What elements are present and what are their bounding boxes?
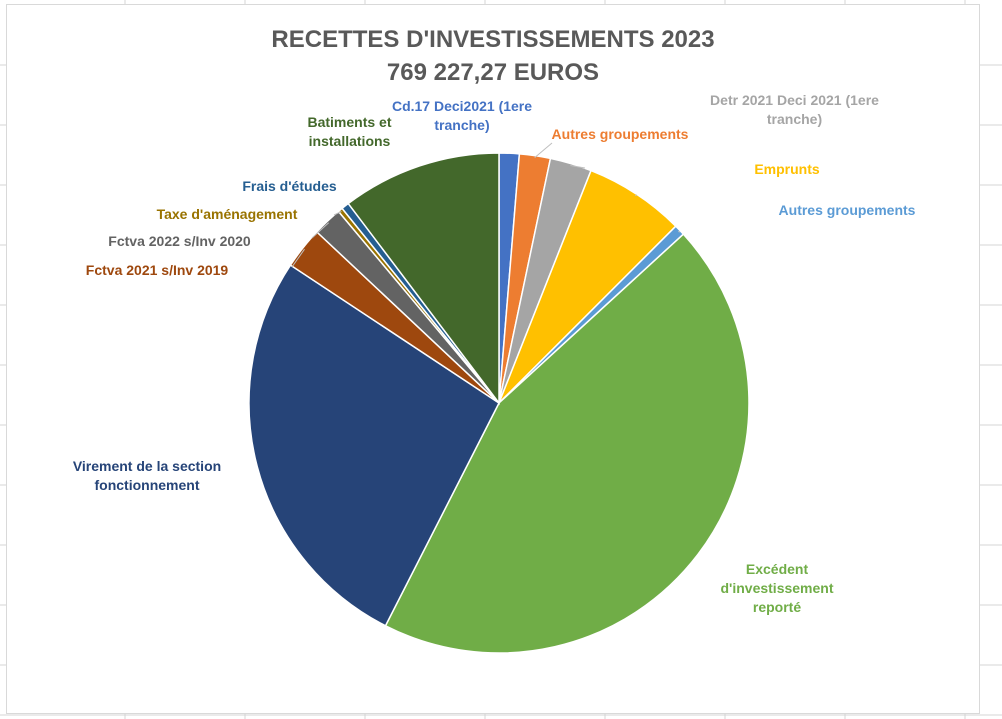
leader-line	[635, 194, 638, 197]
slice-label: Detr 2021 Deci 2021 (1ere tranche)	[710, 92, 879, 127]
slice-label: Batiments et installations	[307, 114, 392, 149]
chart-subtitle: 769 227,27 EUROS	[386, 59, 600, 86]
slice-label: Autres groupements	[551, 126, 689, 142]
slice-label: Cd.17 Deci2021 (1ere tranche)	[391, 98, 533, 133]
leader-line	[291, 248, 305, 268]
leader-line	[534, 142, 553, 158]
slice-label: Taxe d'aménagement	[156, 206, 298, 222]
pie-chart	[248, 142, 750, 654]
leader-line	[311, 222, 330, 239]
leader-line	[333, 210, 342, 216]
chart-area[interactable]: RECETTES D'INVESTISSEMENTS 2023 769 227,…	[6, 4, 980, 714]
slice-label: Virement de la section fonctionnement	[72, 458, 222, 493]
slice-label: Emprunts	[754, 161, 820, 177]
pie-slice[interactable]	[347, 152, 500, 406]
slice-label: Fctva 2022 s/Inv 2020	[108, 233, 251, 249]
slice-label: Frais d'études	[242, 178, 337, 194]
slice-label: Autres groupements	[778, 202, 916, 218]
pie-slice[interactable]	[384, 233, 750, 654]
leader-line	[678, 231, 681, 233]
slice-label: Excédent d'investissement reporté	[720, 561, 834, 615]
slice-label: Fctva 2021 s/Inv 2019	[85, 262, 229, 278]
chart-title: RECETTES D'INVESTISSEMENTS 2023	[271, 26, 715, 53]
chart-title-block: RECETTES D'INVESTISSEMENTS 2023 769 227,…	[7, 23, 979, 89]
pie-slice[interactable]	[248, 264, 500, 627]
leader-line	[570, 165, 586, 169]
